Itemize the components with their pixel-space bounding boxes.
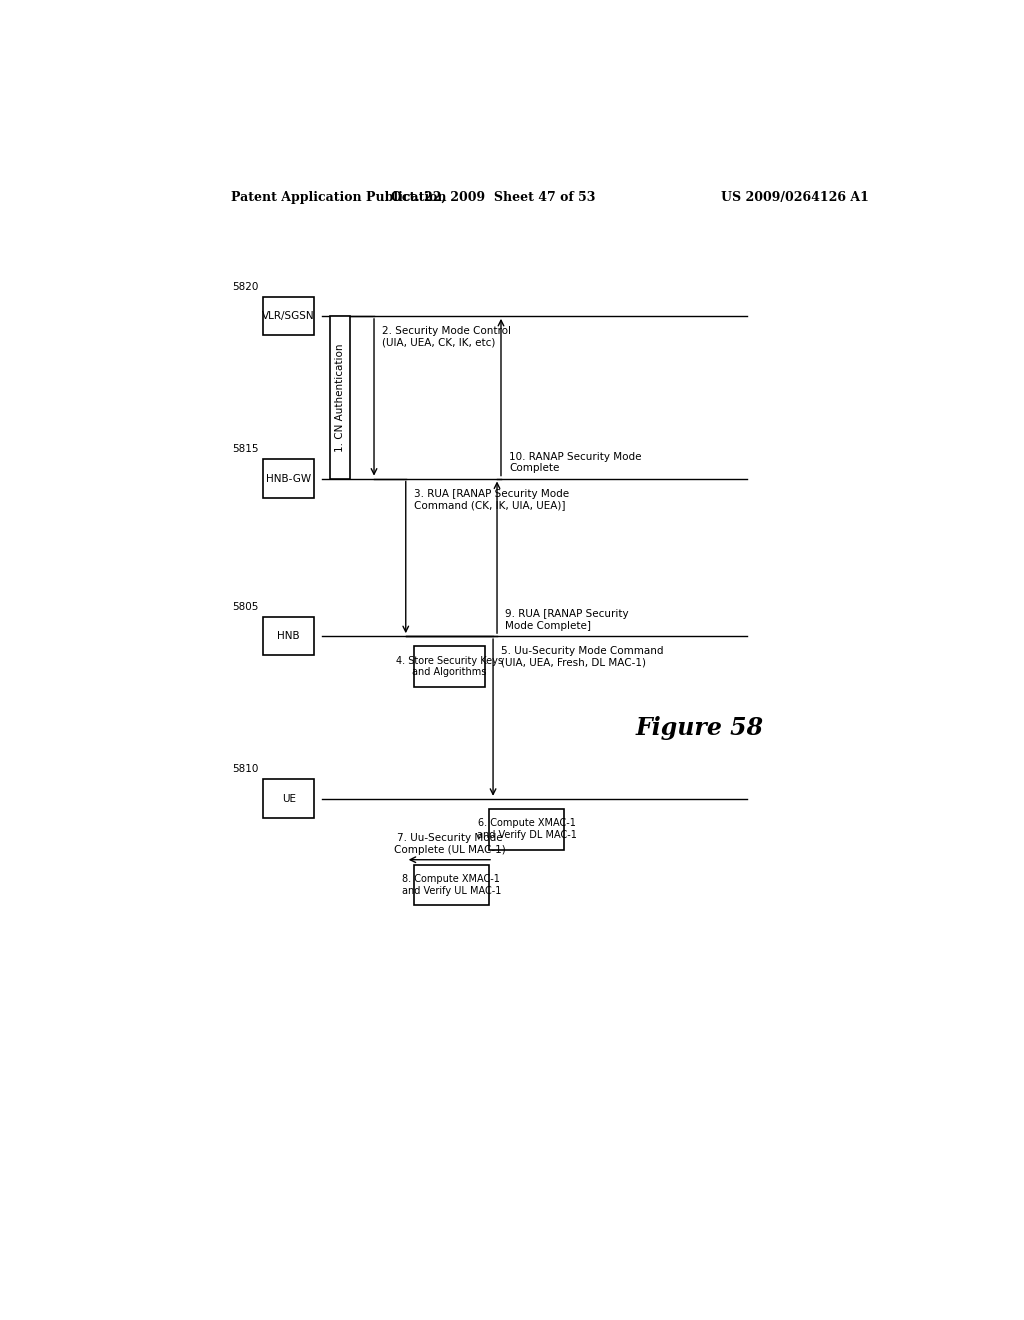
FancyBboxPatch shape [263, 616, 314, 656]
Text: HNB-GW: HNB-GW [266, 474, 311, 483]
Text: 8. Compute XMAC-1
and Verify UL MAC-1: 8. Compute XMAC-1 and Verify UL MAC-1 [401, 874, 501, 896]
Text: 7. Uu-Security Mode
Complete (UL MAC-1): 7. Uu-Security Mode Complete (UL MAC-1) [393, 833, 505, 854]
Text: Oct. 22, 2009  Sheet 47 of 53: Oct. 22, 2009 Sheet 47 of 53 [391, 190, 595, 203]
FancyBboxPatch shape [263, 297, 314, 335]
Text: 5810: 5810 [232, 764, 259, 775]
Text: Figure 58: Figure 58 [635, 715, 764, 739]
Text: 1. CN Authentication: 1. CN Authentication [335, 343, 345, 451]
Text: 5805: 5805 [232, 602, 259, 611]
Text: 9. RUA [RANAP Security
Mode Complete]: 9. RUA [RANAP Security Mode Complete] [505, 610, 629, 631]
Text: 5. Uu-Security Mode Command
(UIA, UEA, Fresh, DL MAC-1): 5. Uu-Security Mode Command (UIA, UEA, F… [501, 647, 664, 668]
Text: VLR/SGSN: VLR/SGSN [262, 312, 315, 321]
FancyBboxPatch shape [331, 315, 350, 479]
FancyBboxPatch shape [489, 809, 564, 850]
Text: 5820: 5820 [232, 281, 259, 292]
Text: 5815: 5815 [232, 444, 259, 454]
Text: US 2009/0264126 A1: US 2009/0264126 A1 [721, 190, 868, 203]
Text: Patent Application Publication: Patent Application Publication [231, 190, 446, 203]
FancyBboxPatch shape [263, 779, 314, 818]
Text: 4. Store Security Keys
and Algorithms: 4. Store Security Keys and Algorithms [396, 656, 503, 677]
Text: 3. RUA [RANAP Security Mode
Command (CK, IK, UIA, UEA)]: 3. RUA [RANAP Security Mode Command (CK,… [414, 488, 568, 511]
FancyBboxPatch shape [414, 647, 485, 686]
Text: 10. RANAP Security Mode
Complete: 10. RANAP Security Mode Complete [509, 451, 641, 474]
Text: 2. Security Mode Control
(UIA, UEA, CK, IK, etc): 2. Security Mode Control (UIA, UEA, CK, … [382, 326, 511, 347]
FancyBboxPatch shape [414, 865, 489, 906]
Text: UE: UE [282, 793, 296, 804]
Text: 6. Compute XMAC-1
and Verify DL MAC-1: 6. Compute XMAC-1 and Verify DL MAC-1 [477, 818, 577, 840]
FancyBboxPatch shape [263, 459, 314, 498]
Text: HNB: HNB [278, 631, 300, 642]
